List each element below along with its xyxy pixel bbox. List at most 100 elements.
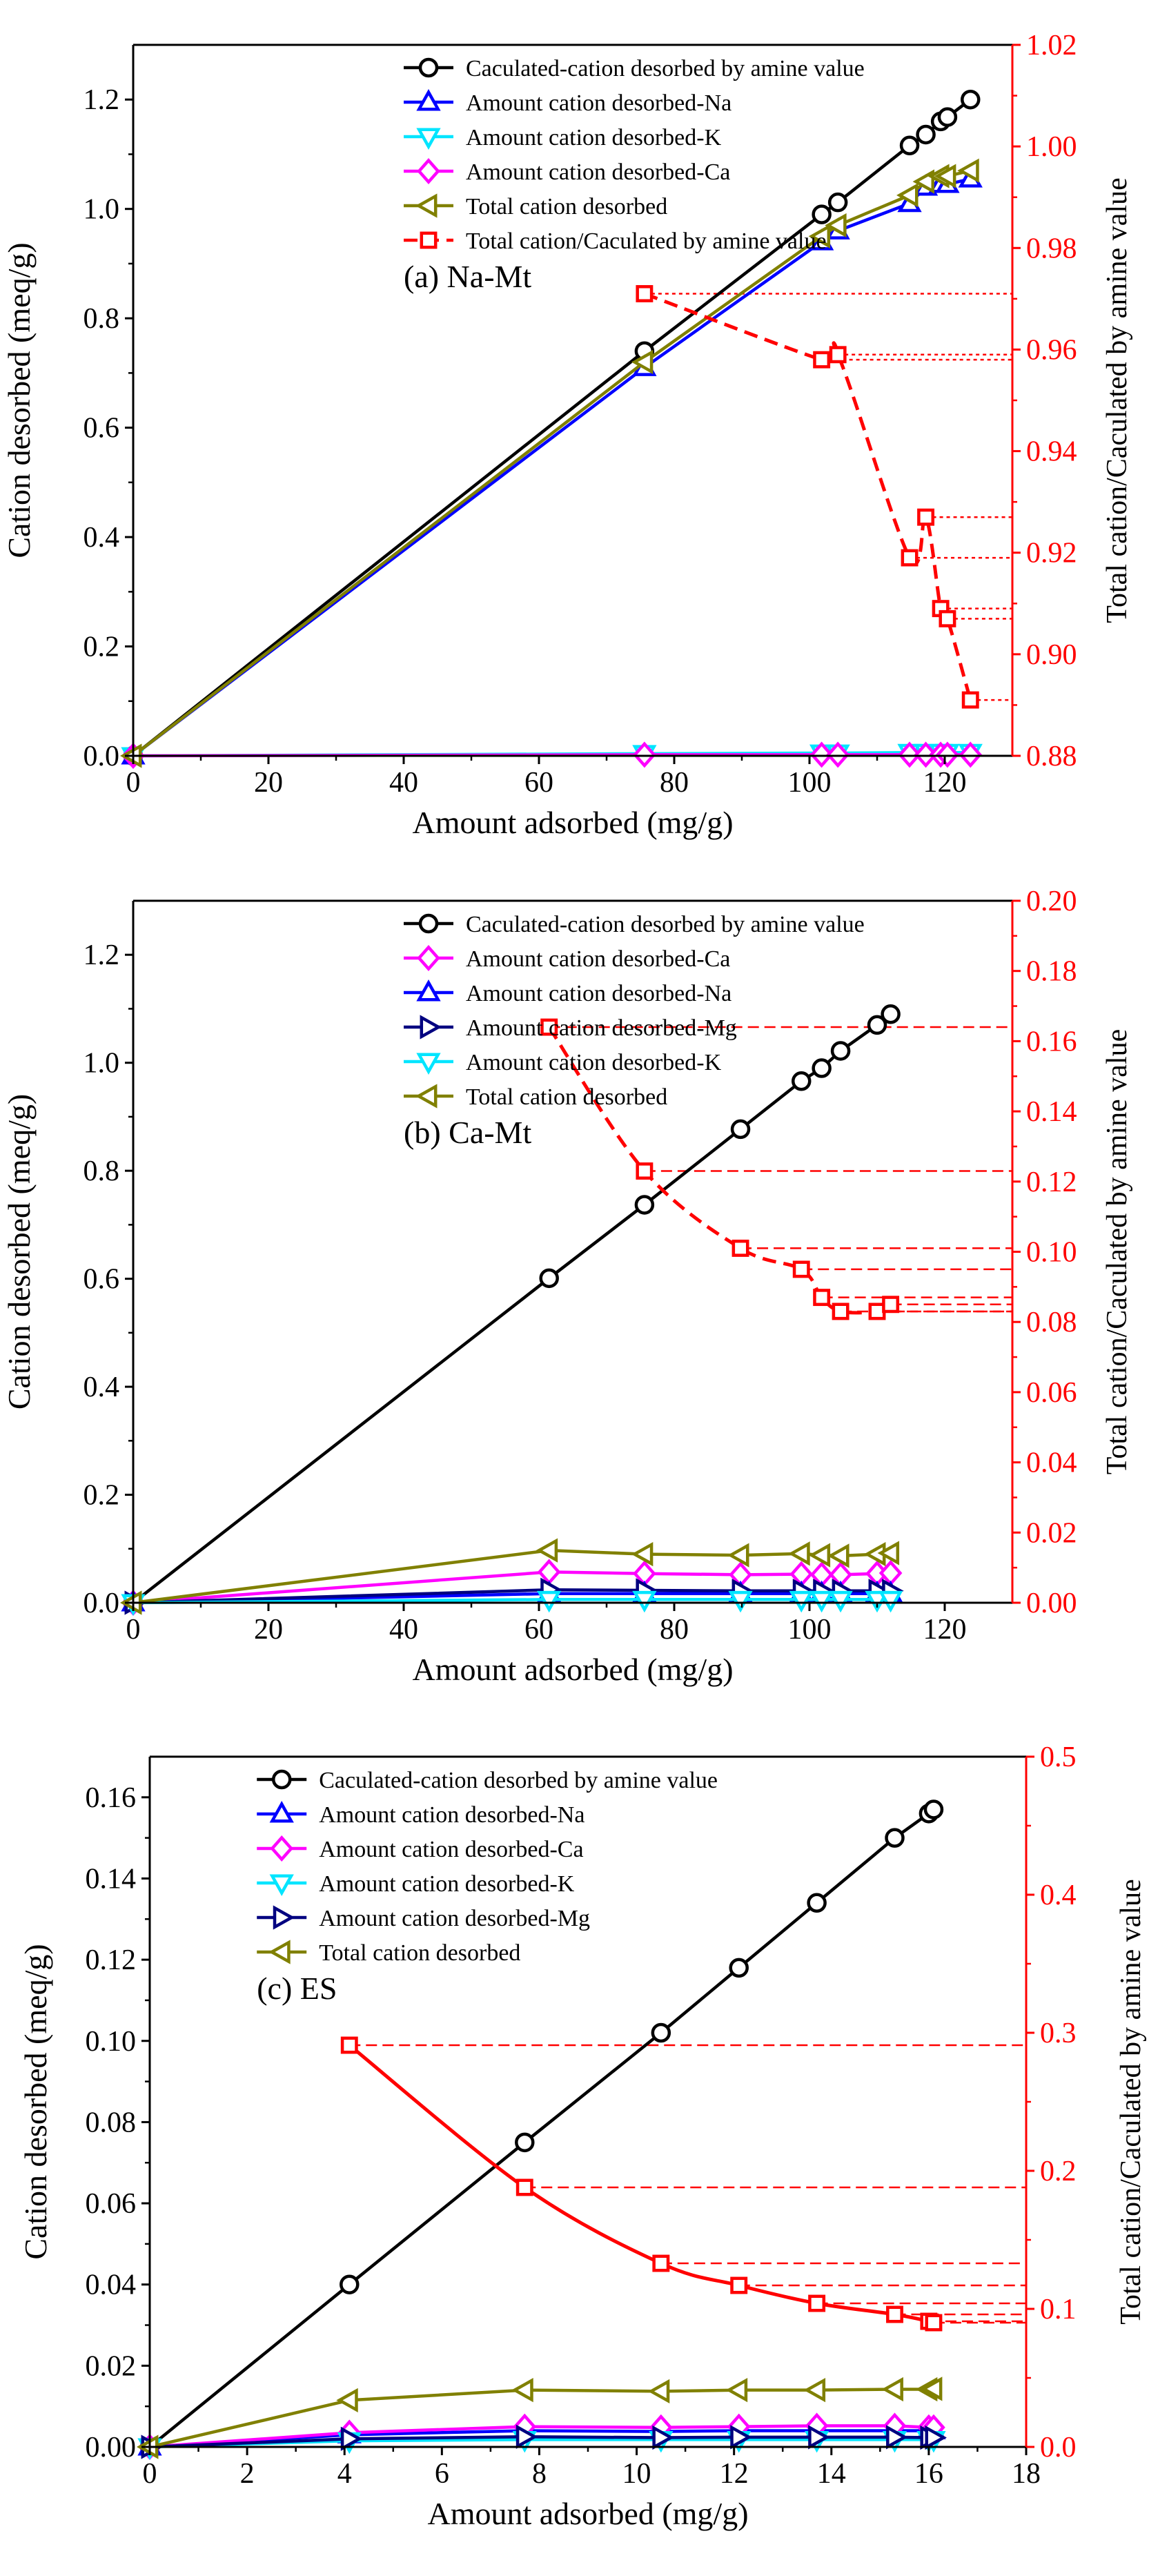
data-point <box>511 2378 533 2403</box>
data-point <box>960 89 981 110</box>
x-tick-label: 10 <box>622 2458 651 2490</box>
data-point <box>812 1058 832 1078</box>
x-tick-label: 2 <box>240 2458 255 2490</box>
legend-label: Amount cation desorbed-Na <box>319 1802 585 1828</box>
ratio-data-point <box>925 2314 943 2332</box>
data-point <box>539 1268 559 1289</box>
ratio-data-point <box>813 351 831 369</box>
y2-tick-label: 0.3 <box>1040 2018 1077 2049</box>
data-point <box>634 1195 655 1215</box>
legend-marker <box>416 979 441 1002</box>
y-tick-label: 0.14 <box>86 1863 137 1895</box>
data-point <box>340 2274 360 2294</box>
legend-marker <box>268 1940 291 1964</box>
ratio-data-point <box>868 1302 886 1320</box>
ratio-data-point <box>515 2178 533 2196</box>
y2-tick-label: 0.18 <box>1026 956 1077 988</box>
legend-marker <box>420 231 438 249</box>
data-point <box>633 741 656 768</box>
y-tick-label: 0.6 <box>84 413 120 445</box>
y2-axis-title: Total cation/Caculated by amine value <box>1115 1879 1147 2324</box>
x-tick-label: 0 <box>143 2458 157 2490</box>
legend-label: Total cation desorbed <box>466 194 667 219</box>
y-axis-title: Cation desorbed (meq/g) <box>1 242 37 558</box>
y2-tick-label: 0.1 <box>1040 2294 1077 2325</box>
data-point <box>825 213 847 238</box>
data-point <box>536 1538 558 1563</box>
x-tick-label: 20 <box>254 1614 283 1646</box>
y-tick-label: 0.8 <box>84 303 120 335</box>
legend-marker <box>273 1905 295 1930</box>
ratio-series-line <box>547 1026 892 1315</box>
y2-tick-label: 0.4 <box>1040 1880 1077 1911</box>
data-point <box>916 124 936 145</box>
legend-label: Amount cation desorbed-Mg <box>466 1015 737 1041</box>
x-tick-label: 12 <box>720 2458 749 2490</box>
data-point <box>830 1041 851 1061</box>
x-tick-label: 80 <box>660 767 689 799</box>
data-point <box>899 135 920 156</box>
ratio-data-point <box>636 285 654 302</box>
data-point <box>336 2388 358 2412</box>
ratio-data-point <box>792 1260 810 1278</box>
y-tick-label: 0.00 <box>86 2432 137 2463</box>
y-tick-label: 0.06 <box>86 2188 137 2220</box>
y2-tick-label: 0.90 <box>1026 639 1077 671</box>
ratio-data-point <box>636 1162 654 1180</box>
legend-label: Caculated-cation desorbed by amine value <box>319 1768 718 1793</box>
legend-marker <box>269 1801 294 1823</box>
legend-marker <box>418 57 439 78</box>
x-tick-label: 6 <box>435 2458 449 2490</box>
legend-label: Total cation desorbed <box>319 1940 520 1966</box>
legend-label: Amount cation desorbed-K <box>466 1050 722 1075</box>
data-point <box>923 1799 944 1819</box>
y-tick-label: 0.16 <box>86 1782 137 1814</box>
x-tick-label: 60 <box>524 1614 553 1646</box>
x-tick-label: 100 <box>788 1614 832 1646</box>
x-tick-label: 40 <box>389 767 418 799</box>
data-point <box>885 1828 905 1848</box>
legend-marker <box>269 1874 294 1896</box>
data-point <box>828 1590 853 1613</box>
y2-tick-label: 0.0 <box>1040 2432 1077 2463</box>
y2-tick-label: 0.12 <box>1026 1167 1077 1198</box>
y-axis-title: Cation desorbed (meq/g) <box>1 1094 37 1409</box>
y2-tick-label: 0.08 <box>1026 1307 1077 1338</box>
x-tick-label: 0 <box>126 1614 141 1646</box>
data-point <box>934 164 956 188</box>
legend-marker <box>416 1053 441 1075</box>
y-tick-label: 0.04 <box>86 2270 137 2301</box>
x-tick-label: 16 <box>914 2458 943 2490</box>
data-point <box>807 1893 827 1913</box>
panel-label: (a) Na-Mt <box>404 259 531 294</box>
y2-tick-label: 0.16 <box>1026 1026 1077 1057</box>
data-point <box>515 2424 538 2449</box>
data-point <box>808 1543 831 1568</box>
data-point <box>881 1004 901 1024</box>
data-point <box>877 1541 900 1565</box>
legend-label: Amount cation desorbed-Na <box>466 981 731 1006</box>
y-tick-label: 0.8 <box>84 1155 120 1187</box>
data-point <box>959 741 983 768</box>
y2-tick-label: 0.92 <box>1026 538 1077 569</box>
ratio-data-point <box>886 2305 903 2323</box>
legend-label: Amount cation desorbed-Mg <box>319 1906 590 1931</box>
series-line-4 <box>132 169 971 757</box>
x-tick-label: 120 <box>923 1614 967 1646</box>
data-point <box>937 107 958 127</box>
data-point <box>789 1590 814 1613</box>
legend-label: Amount cation desorbed-Na <box>466 90 731 116</box>
data-point <box>647 2379 670 2404</box>
data-point <box>730 2425 752 2450</box>
y-tick-label: 0.4 <box>84 522 120 554</box>
data-point <box>881 2377 903 2402</box>
y2-tick-label: 1.00 <box>1026 131 1077 163</box>
legend-label: Caculated-cation desorbed by amine value <box>466 56 865 81</box>
y-tick-label: 0.08 <box>86 2107 137 2138</box>
x-tick-label: 40 <box>389 1614 418 1646</box>
y2-tick-label: 0.14 <box>1026 1096 1077 1128</box>
legend-label: Amount cation desorbed-Ca <box>319 1837 583 1862</box>
y-tick-label: 1.2 <box>84 939 120 971</box>
data-point <box>791 1071 812 1091</box>
x-axis-title: Amount adsorbed (mg/g) <box>412 1652 733 1687</box>
